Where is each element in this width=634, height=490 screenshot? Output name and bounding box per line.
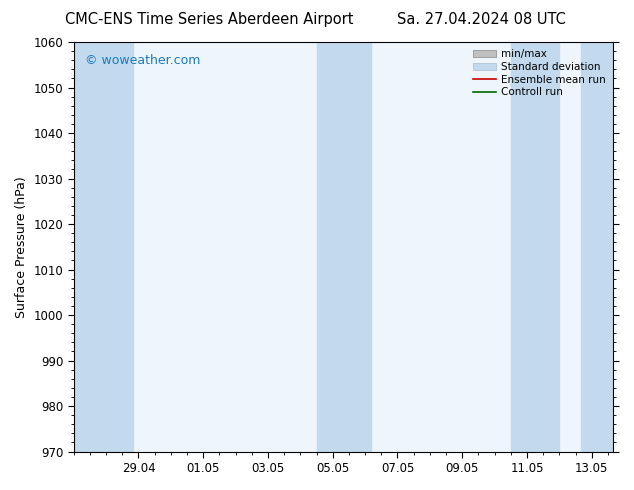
Text: CMC-ENS Time Series Aberdeen Airport: CMC-ENS Time Series Aberdeen Airport (65, 12, 354, 27)
Legend: min/max, Standard deviation, Ensemble mean run, Controll run: min/max, Standard deviation, Ensemble me… (471, 47, 608, 99)
Bar (316, 42, 371, 452)
Text: © woweather.com: © woweather.com (84, 54, 200, 67)
Y-axis label: Surface Pressure (hPa): Surface Pressure (hPa) (15, 176, 28, 318)
Bar (74, 42, 133, 452)
Bar (581, 42, 614, 452)
Text: Sa. 27.04.2024 08 UTC: Sa. 27.04.2024 08 UTC (398, 12, 566, 27)
Bar (511, 42, 559, 452)
